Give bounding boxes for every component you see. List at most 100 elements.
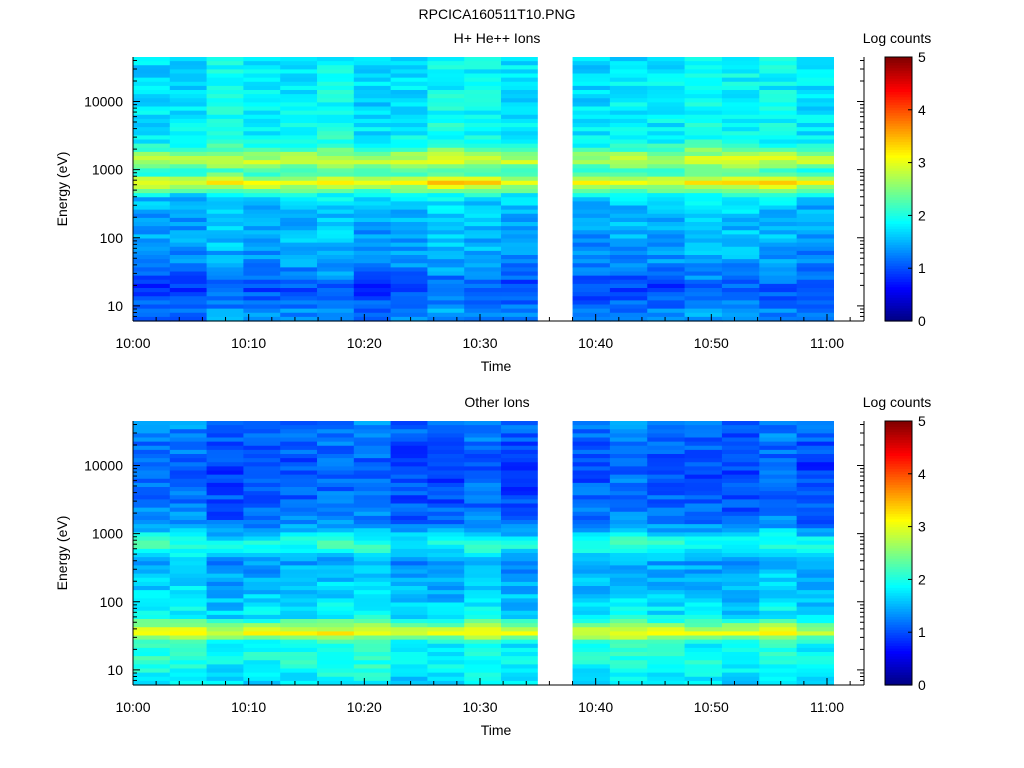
heatmap-cell <box>243 127 281 132</box>
heatmap-cell <box>243 425 281 430</box>
heatmap-cell <box>609 586 648 591</box>
heatmap-cell <box>609 561 648 566</box>
heatmap-cell <box>280 267 318 273</box>
heatmap-cell <box>759 590 798 595</box>
heatmap-cell <box>647 226 686 231</box>
heatmap-cell <box>684 639 723 645</box>
heatmap-cell <box>721 106 760 112</box>
heatmap-cell <box>133 304 171 310</box>
heatmap-cell <box>721 429 760 434</box>
heatmap-cell <box>317 296 355 301</box>
heatmap-cell <box>759 515 798 521</box>
heatmap-cell <box>206 474 245 480</box>
heatmap-cell <box>390 503 429 509</box>
heatmap-cell <box>206 151 245 157</box>
heatmap-cell <box>133 672 171 678</box>
heatmap-cell <box>280 201 318 207</box>
heatmap-cell <box>647 507 686 513</box>
heatmap-cell <box>427 511 465 517</box>
heatmap-cell <box>317 156 355 161</box>
heatmap-cell <box>464 458 502 463</box>
heatmap-cell <box>796 135 835 141</box>
heatmap-cell <box>427 487 465 492</box>
heatmap-cell <box>759 164 798 169</box>
heatmap-cell <box>647 643 686 649</box>
heatmap-cell <box>721 598 760 604</box>
heatmap-cell <box>759 234 798 240</box>
colorbar-swatch <box>885 204 912 209</box>
heatmap-cell <box>390 454 429 459</box>
heatmap-cell <box>609 267 648 273</box>
heatmap-cell <box>206 454 245 459</box>
heatmap-cell <box>317 246 355 252</box>
heatmap-cell <box>133 515 171 521</box>
heatmap-cell <box>721 131 760 136</box>
heatmap-cell <box>169 308 208 314</box>
heatmap-cell <box>684 127 723 132</box>
heatmap-cell <box>390 652 429 657</box>
heatmap-cell <box>427 283 465 289</box>
colorbar-swatch <box>885 494 912 499</box>
heatmap-cell <box>721 652 760 657</box>
heatmap-cell <box>133 499 171 505</box>
colorbar-swatch <box>885 178 912 182</box>
heatmap-cell <box>609 478 648 484</box>
heatmap-cell <box>243 283 281 289</box>
heatmap-cell <box>796 131 835 136</box>
colorbar-tick-label: 4 <box>918 466 926 482</box>
heatmap-cell <box>353 110 392 116</box>
heatmap-cell <box>280 168 318 174</box>
heatmap-cell <box>280 577 318 583</box>
heatmap-cell <box>206 234 245 240</box>
heatmap-cell <box>796 279 835 285</box>
heatmap-cell <box>169 300 208 306</box>
heatmap-cell <box>390 127 429 132</box>
heatmap-cell <box>427 429 465 434</box>
heatmap-cell <box>280 561 318 566</box>
heatmap-cell <box>759 499 798 505</box>
colorbar-swatch <box>885 83 912 87</box>
heatmap-cell <box>280 652 318 657</box>
heatmap-cell <box>464 610 502 616</box>
colorbar-swatch <box>885 62 912 66</box>
heatmap-cell <box>501 77 539 83</box>
heatmap-cell <box>427 495 465 500</box>
heatmap-cell <box>390 234 429 240</box>
colorbar-swatch <box>885 674 912 678</box>
colorbar-swatch <box>885 587 912 591</box>
heatmap-cell <box>721 127 760 132</box>
heatmap-cell <box>684 433 723 439</box>
heatmap-cell <box>280 619 318 624</box>
colorbar-swatch <box>885 313 912 317</box>
heatmap-cell <box>464 238 502 244</box>
heatmap-cell <box>390 168 429 174</box>
heatmap-cell <box>206 184 245 190</box>
heatmap-cell <box>684 594 723 599</box>
heatmap-cell <box>647 131 686 136</box>
heatmap-cell <box>280 127 318 132</box>
heatmap-cell <box>721 114 760 120</box>
heatmap-cell <box>390 151 429 157</box>
heatmap-cell <box>572 590 611 595</box>
colorbar-swatch <box>885 447 912 451</box>
heatmap-cell <box>501 259 539 264</box>
heatmap-cell <box>206 449 245 455</box>
heatmap-cell <box>206 660 245 665</box>
heatmap-cell <box>721 437 760 443</box>
colorbar-swatch <box>885 149 912 153</box>
heatmap-cell <box>721 57 760 62</box>
heatmap-cell <box>759 429 798 434</box>
y-tick-label: 10 <box>107 298 123 314</box>
heatmap-cell <box>721 614 760 620</box>
heatmap-cell <box>390 445 429 451</box>
heatmap-cell <box>684 189 723 194</box>
heatmap-cell <box>390 180 429 186</box>
heatmap-cell <box>572 569 611 575</box>
colorbar-swatch <box>885 120 912 124</box>
heatmap-cell <box>280 160 318 165</box>
heatmap-cell <box>317 94 355 99</box>
heatmap-cell <box>280 316 318 322</box>
colorbar-swatch <box>885 220 912 224</box>
heatmap-cell <box>353 250 392 256</box>
heatmap-cell <box>427 672 465 678</box>
